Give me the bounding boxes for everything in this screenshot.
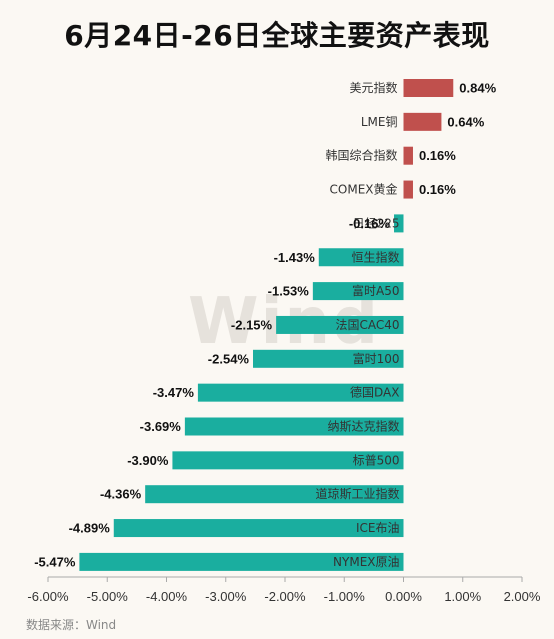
category-label: 德国DAX bbox=[350, 385, 399, 400]
category-label: 富时100 bbox=[353, 351, 400, 366]
category-label: 法国CAC40 bbox=[335, 318, 399, 332]
category-label: 恒生指数 bbox=[351, 249, 399, 264]
data-label: -1.43% bbox=[274, 250, 316, 265]
data-label: -2.15% bbox=[231, 317, 273, 332]
data-label: -2.54% bbox=[208, 351, 250, 366]
data-label: -1.53% bbox=[268, 284, 310, 299]
category-label: 韩国综合指数 bbox=[325, 148, 397, 163]
x-tick-label: -1.00% bbox=[324, 589, 366, 604]
data-label: 0.16% bbox=[419, 148, 456, 163]
bar bbox=[403, 112, 442, 131]
bar bbox=[403, 180, 413, 199]
bar bbox=[312, 282, 404, 301]
data-label: -3.69% bbox=[140, 419, 182, 434]
data-label: -3.90% bbox=[127, 453, 169, 468]
bar bbox=[197, 383, 404, 402]
x-tick-label: 1.00% bbox=[444, 589, 481, 604]
category-label: 纳斯达克指数 bbox=[327, 419, 399, 434]
category-label: 道琼斯工业指数 bbox=[315, 486, 399, 501]
bar bbox=[79, 552, 404, 571]
data-label: -3.47% bbox=[153, 385, 195, 400]
data-label: 0.16% bbox=[419, 182, 456, 197]
bar bbox=[253, 349, 404, 368]
bar bbox=[318, 248, 404, 267]
x-tick-label: -3.00% bbox=[205, 589, 247, 604]
category-label: 美元指数 bbox=[349, 80, 397, 95]
chart-title: 6月24日-26日全球主要资产表现 bbox=[64, 19, 490, 52]
data-source: 数据来源：Wind bbox=[26, 618, 117, 632]
data-label: -5.47% bbox=[34, 554, 76, 569]
category-label: NYMEX原油 bbox=[333, 555, 399, 569]
category-label: COMEX黄金 bbox=[330, 182, 398, 197]
data-label: 0.84% bbox=[459, 81, 496, 96]
category-label: 标普500 bbox=[353, 453, 400, 467]
data-label: -4.36% bbox=[100, 487, 142, 502]
category-label: LME铜 bbox=[361, 114, 398, 129]
x-tick-label: -4.00% bbox=[146, 589, 188, 604]
category-label: 富时A50 bbox=[352, 283, 399, 298]
category-label: ICE布油 bbox=[356, 521, 400, 535]
x-tick-label: -2.00% bbox=[264, 589, 306, 604]
bar bbox=[394, 214, 404, 233]
bar bbox=[403, 79, 454, 97]
bar bbox=[184, 417, 404, 436]
data-label: -4.89% bbox=[69, 521, 111, 536]
category-label: 日经225 bbox=[353, 216, 400, 230]
bar bbox=[276, 315, 404, 334]
data-label: -0.16% bbox=[349, 216, 391, 231]
bar bbox=[113, 519, 404, 538]
x-tick-label: 0.00% bbox=[385, 589, 422, 604]
bar bbox=[403, 146, 413, 165]
x-tick-label: 2.00% bbox=[504, 589, 541, 604]
x-tick-label: -5.00% bbox=[87, 589, 129, 604]
bar bbox=[145, 485, 404, 504]
data-label: 0.64% bbox=[447, 114, 484, 129]
x-tick-label: -6.00% bbox=[27, 589, 69, 604]
bar bbox=[172, 451, 404, 470]
